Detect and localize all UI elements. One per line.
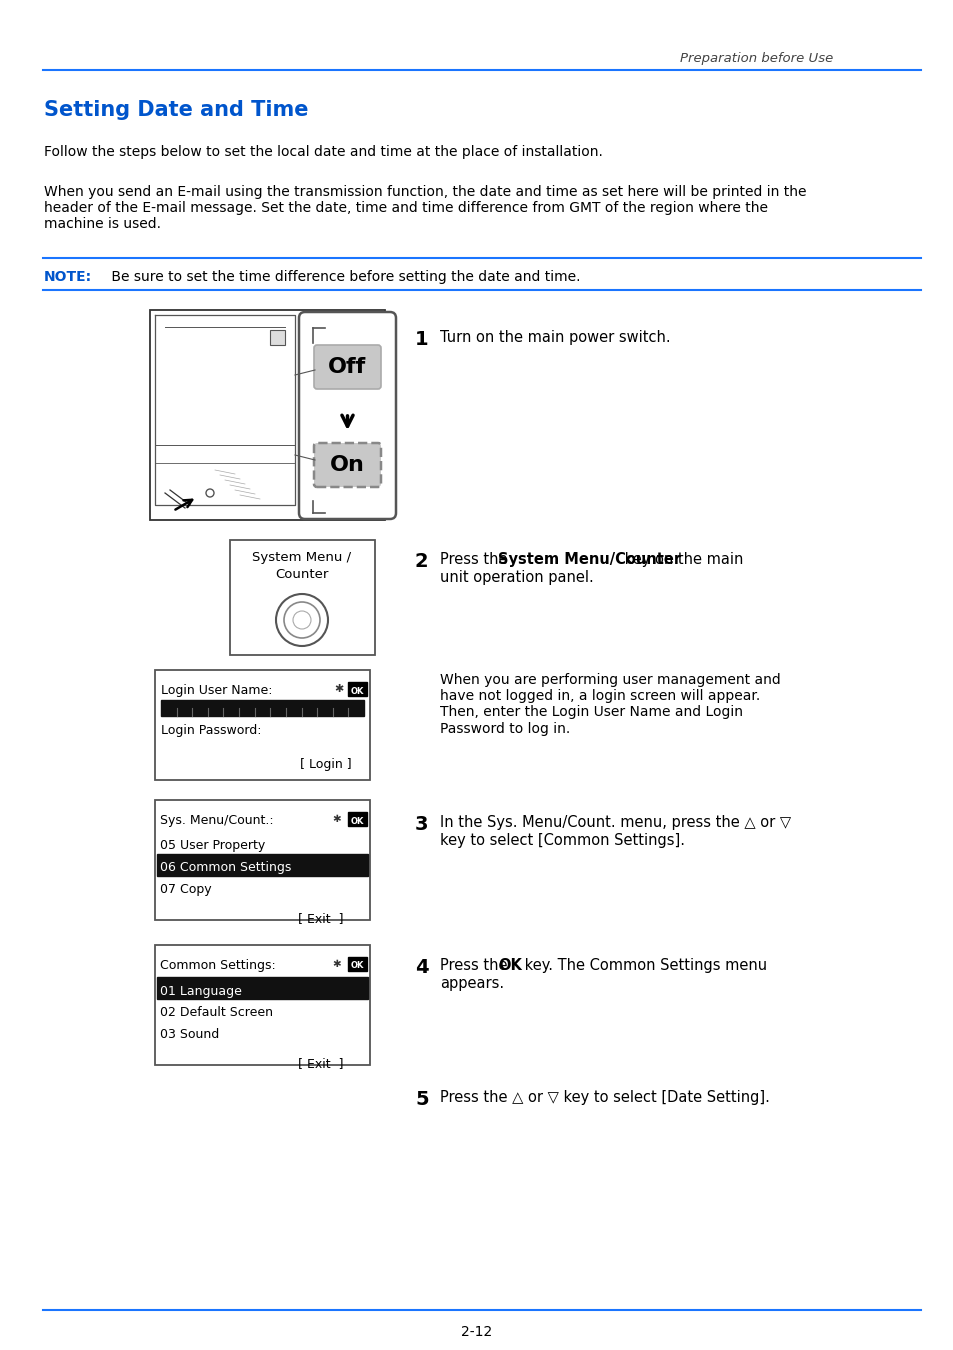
- Bar: [348, 682, 367, 697]
- Text: Press the △ or ▽ key to select [Date Setting].: Press the △ or ▽ key to select [Date Set…: [439, 1089, 769, 1106]
- Text: In the Sys. Menu/Count. menu, press the △ or ▽: In the Sys. Menu/Count. menu, press the …: [439, 815, 790, 830]
- Bar: [154, 801, 370, 919]
- Bar: [150, 310, 385, 520]
- Text: key on the main: key on the main: [619, 552, 742, 567]
- Bar: [157, 977, 368, 999]
- Text: System Menu/Counter: System Menu/Counter: [497, 552, 680, 567]
- Text: Press the: Press the: [439, 958, 512, 973]
- Text: NOTE:: NOTE:: [44, 270, 92, 284]
- Circle shape: [275, 594, 328, 647]
- Bar: [157, 855, 368, 876]
- Text: Preparation before Use: Preparation before Use: [679, 53, 832, 65]
- Text: When you are performing user management and
have not logged in, a login screen w: When you are performing user management …: [439, 674, 780, 736]
- FancyBboxPatch shape: [314, 443, 380, 487]
- Text: unit operation panel.: unit operation panel.: [439, 570, 593, 585]
- Text: ✱: ✱: [332, 958, 340, 969]
- Bar: [161, 701, 364, 716]
- Bar: [270, 329, 285, 346]
- Circle shape: [284, 602, 319, 639]
- Text: 03 Sound: 03 Sound: [160, 1029, 219, 1041]
- Text: 06 Common Settings: 06 Common Settings: [160, 861, 291, 875]
- Text: OK: OK: [350, 817, 363, 825]
- Text: 1: 1: [415, 329, 428, 350]
- Text: On: On: [330, 455, 365, 475]
- Text: 05 User Property: 05 User Property: [160, 840, 265, 852]
- Text: 02 Default Screen: 02 Default Screen: [160, 1007, 273, 1019]
- Text: Setting Date and Time: Setting Date and Time: [44, 100, 308, 120]
- Circle shape: [206, 489, 213, 497]
- Text: System Menu /: System Menu /: [253, 552, 352, 564]
- Text: ✱: ✱: [332, 814, 340, 824]
- Text: [ Login ]: [ Login ]: [299, 757, 352, 771]
- Bar: [230, 540, 375, 655]
- Bar: [348, 957, 367, 971]
- Text: [ Exit  ]: [ Exit ]: [297, 913, 343, 925]
- Text: Sys. Menu/Count.:: Sys. Menu/Count.:: [160, 814, 274, 828]
- Text: 01 Language: 01 Language: [160, 984, 242, 998]
- Text: When you send an E-mail using the transmission function, the date and time as se: When you send an E-mail using the transm…: [44, 185, 805, 231]
- Text: Common Settings:: Common Settings:: [160, 958, 275, 972]
- Text: Follow the steps below to set the local date and time at the place of installati: Follow the steps below to set the local …: [44, 144, 602, 159]
- Text: 07 Copy: 07 Copy: [160, 883, 212, 896]
- Text: OK: OK: [350, 961, 363, 971]
- FancyBboxPatch shape: [298, 312, 395, 518]
- Text: Be sure to set the time difference before setting the date and time.: Be sure to set the time difference befor…: [107, 270, 579, 284]
- Text: Login Password:: Login Password:: [161, 724, 261, 737]
- Text: Off: Off: [328, 356, 366, 377]
- Bar: [154, 945, 370, 1065]
- Text: Press the: Press the: [439, 552, 512, 567]
- Text: [ Exit  ]: [ Exit ]: [297, 1057, 343, 1071]
- Text: OK: OK: [350, 687, 363, 695]
- Text: Turn on the main power switch.: Turn on the main power switch.: [439, 329, 670, 346]
- FancyBboxPatch shape: [314, 346, 380, 389]
- Text: 4: 4: [415, 958, 428, 977]
- Text: key to select [Common Settings].: key to select [Common Settings].: [439, 833, 684, 848]
- Bar: [348, 811, 367, 826]
- Text: 2-12: 2-12: [461, 1324, 492, 1339]
- Text: 2: 2: [415, 552, 428, 571]
- Text: key. The Common Settings menu: key. The Common Settings menu: [519, 958, 766, 973]
- Text: OK: OK: [497, 958, 521, 973]
- Text: 3: 3: [415, 815, 428, 834]
- Text: Counter: Counter: [275, 567, 329, 580]
- Text: 5: 5: [415, 1089, 428, 1108]
- Text: Login User Name:: Login User Name:: [161, 684, 273, 697]
- Text: appears.: appears.: [439, 976, 503, 991]
- Bar: [154, 670, 370, 780]
- Circle shape: [293, 612, 311, 629]
- Text: ✱: ✱: [334, 684, 343, 694]
